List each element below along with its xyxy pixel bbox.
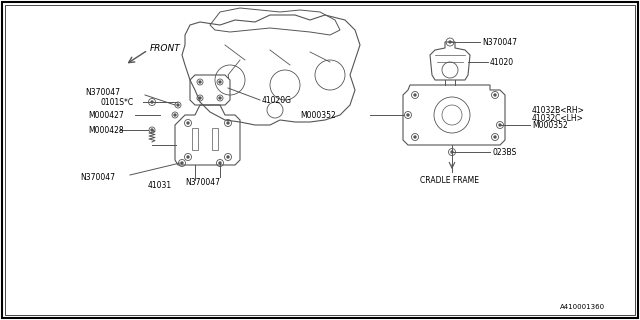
- Text: A410001360: A410001360: [560, 304, 605, 310]
- Text: CRADLE FRAME: CRADLE FRAME: [420, 175, 479, 185]
- Circle shape: [219, 97, 221, 99]
- Circle shape: [219, 81, 221, 83]
- Text: N370047: N370047: [185, 178, 220, 187]
- Circle shape: [174, 114, 176, 116]
- Circle shape: [494, 136, 496, 138]
- Text: N370047: N370047: [80, 172, 115, 181]
- Circle shape: [177, 104, 179, 106]
- Text: M000352: M000352: [532, 121, 568, 130]
- Text: 41020G: 41020G: [262, 95, 292, 105]
- Circle shape: [151, 101, 153, 103]
- Circle shape: [494, 94, 496, 96]
- Bar: [192, 128, 198, 150]
- Text: 41032C<LH>: 41032C<LH>: [532, 114, 584, 123]
- Circle shape: [199, 97, 201, 99]
- Circle shape: [414, 94, 416, 96]
- Circle shape: [199, 81, 201, 83]
- Text: N370047: N370047: [482, 37, 517, 46]
- Circle shape: [151, 129, 153, 131]
- Text: 41031: 41031: [148, 180, 172, 189]
- Bar: [212, 128, 218, 150]
- Circle shape: [449, 41, 451, 43]
- Text: 0101S*C: 0101S*C: [100, 98, 133, 107]
- Circle shape: [407, 114, 409, 116]
- Circle shape: [227, 122, 229, 124]
- Circle shape: [187, 122, 189, 124]
- Circle shape: [451, 151, 453, 153]
- Text: N370047: N370047: [85, 87, 120, 97]
- Text: M000427: M000427: [88, 110, 124, 119]
- Circle shape: [414, 136, 416, 138]
- Circle shape: [499, 124, 501, 126]
- Circle shape: [227, 156, 229, 158]
- Text: FRONT: FRONT: [150, 44, 180, 52]
- Text: 41020: 41020: [490, 58, 514, 67]
- Circle shape: [187, 156, 189, 158]
- Text: 023BS: 023BS: [492, 148, 516, 156]
- Text: 41032B<RH>: 41032B<RH>: [532, 106, 585, 115]
- Circle shape: [219, 162, 221, 164]
- Text: M000352: M000352: [300, 110, 336, 119]
- Circle shape: [181, 162, 183, 164]
- Text: M000428: M000428: [88, 125, 124, 134]
